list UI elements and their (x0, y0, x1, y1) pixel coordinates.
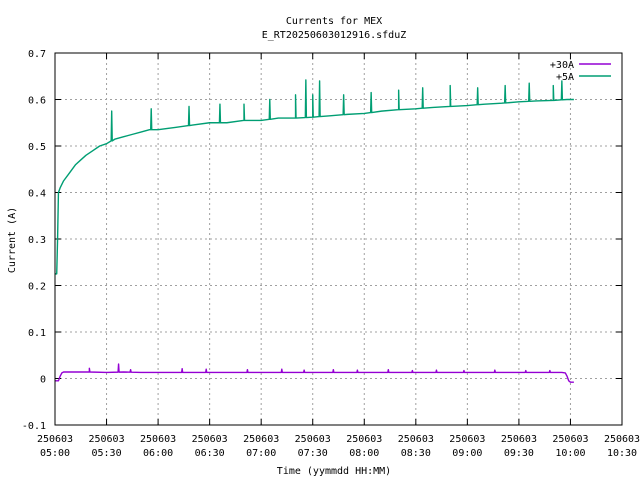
x-tick-date: 250603 (604, 434, 640, 445)
y-axis-label: Current (A) (7, 207, 18, 273)
x-tick-time: 05:30 (91, 448, 121, 459)
x-tick-time: 10:30 (607, 448, 637, 459)
y-tick-label: 0.1 (28, 328, 46, 339)
x-tick-time: 10:00 (555, 448, 585, 459)
legend-label: +30A (550, 60, 574, 71)
axis-ticks: -0.1 0 0.1 0.2 0.3 0.4 0.5 0.6 0.7 250603 05:00 250… (22, 49, 640, 459)
x-tick-date: 250603 (140, 434, 176, 445)
series-line-30a (55, 363, 574, 383)
x-tick-time: 06:00 (143, 448, 173, 459)
x-tick-time: 09:30 (504, 448, 534, 459)
chart-title: Currents for MEX (286, 16, 382, 27)
x-tick-date: 250603 (295, 434, 331, 445)
x-tick-date: 250603 (346, 434, 382, 445)
y-tick-label: 0.7 (28, 49, 46, 60)
x-tick-time: 09:00 (452, 448, 482, 459)
x-tick-time: 08:00 (349, 448, 379, 459)
x-axis-label: Time (yymmdd HH:MM) (277, 466, 391, 477)
x-tick-time: 07:30 (298, 448, 328, 459)
legend-label: +5A (556, 72, 574, 83)
y-tick-label: 0.3 (28, 235, 46, 246)
y-tick-label: 0.6 (28, 96, 46, 107)
x-tick-date: 250603 (37, 434, 73, 445)
x-tick-date: 250603 (88, 434, 124, 445)
y-tick-label: 0.5 (28, 142, 46, 153)
y-tick-label: -0.1 (22, 421, 46, 432)
y-tick-label: 0 (40, 375, 46, 386)
x-tick-time: 08:30 (401, 448, 431, 459)
y-tick-label: 0.2 (28, 282, 46, 293)
x-tick-time: 05:00 (40, 448, 70, 459)
x-tick-date: 250603 (449, 434, 485, 445)
series-line-5a (55, 79, 574, 275)
x-tick-date: 250603 (552, 434, 588, 445)
plot-frame (54, 52, 623, 426)
y-tick-label: 0.4 (28, 189, 46, 200)
series-lines (55, 79, 574, 383)
x-tick-time: 07:00 (246, 448, 276, 459)
x-tick-time: 06:30 (195, 448, 225, 459)
x-tick-date: 250603 (243, 434, 279, 445)
x-tick-date: 250603 (398, 434, 434, 445)
grid-lines (55, 53, 622, 425)
legend: +30A+5A (550, 60, 611, 83)
chart-subtitle: E_RT20250603012916.sfduZ (262, 30, 407, 41)
x-tick-date: 250603 (192, 434, 228, 445)
x-tick-date: 250603 (501, 434, 537, 445)
